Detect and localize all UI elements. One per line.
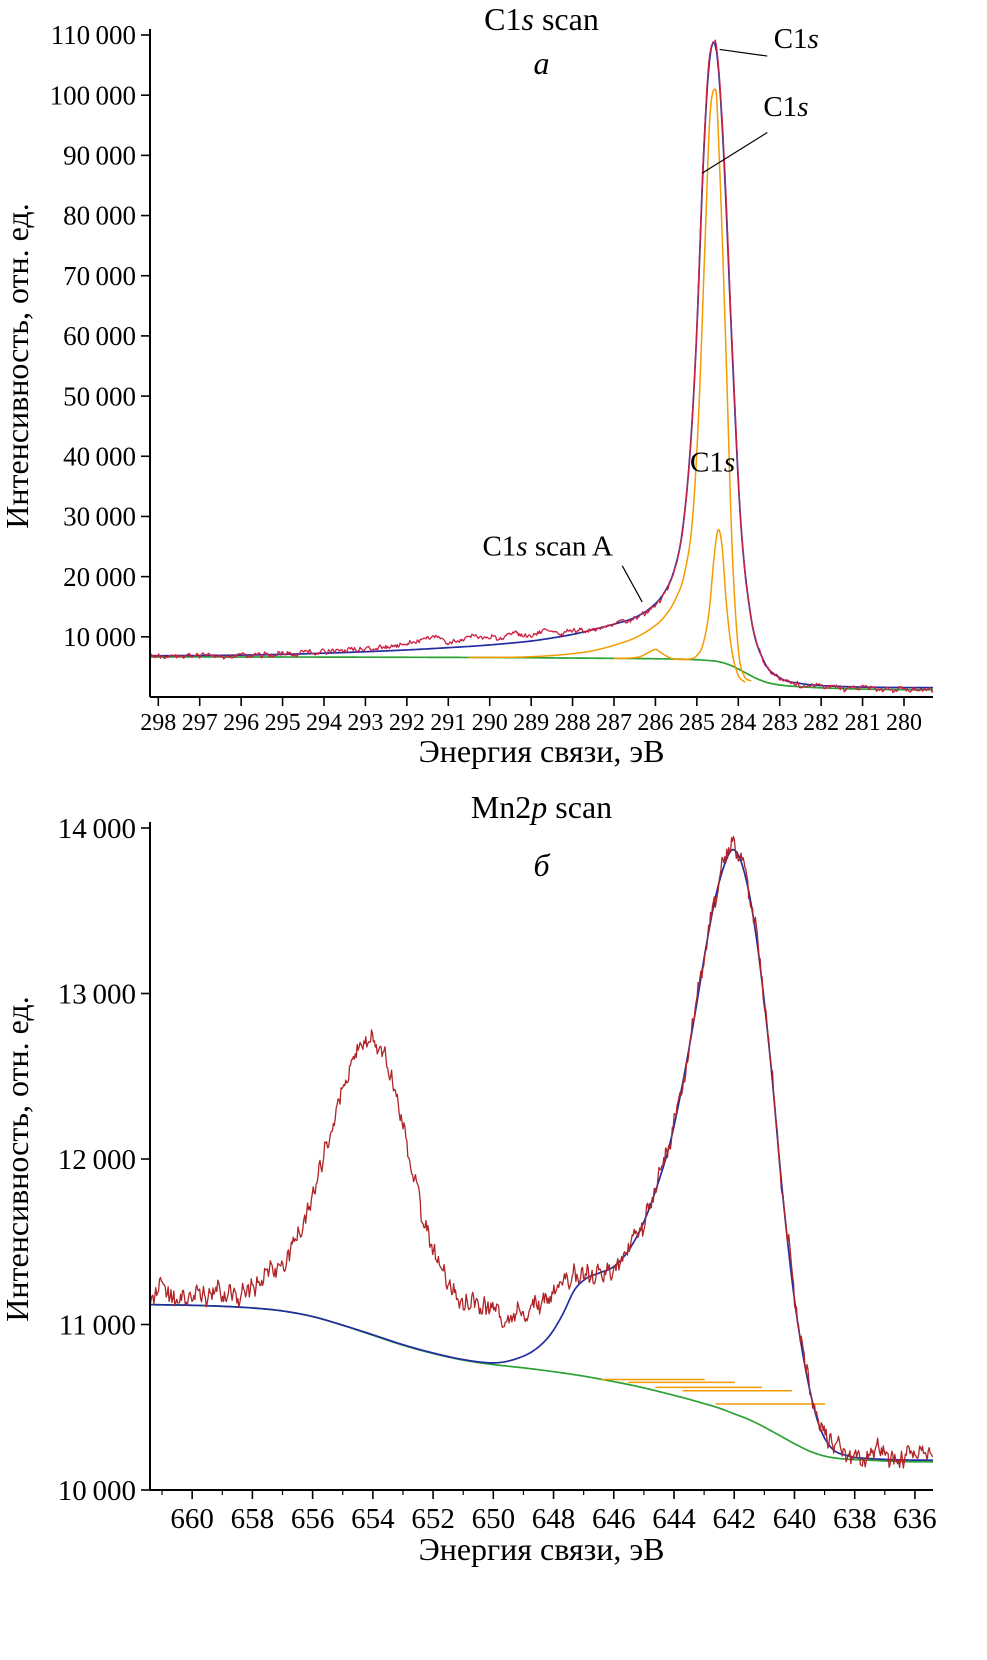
- x-tick-label: 285: [679, 710, 715, 736]
- x-tick-label: 652: [411, 1503, 455, 1535]
- y-tick-label: 50 000: [63, 381, 136, 411]
- x-tick-label: 642: [712, 1503, 756, 1535]
- y-tick-label: 40 000: [63, 441, 136, 471]
- annotation-label: C1s scan A: [482, 531, 613, 563]
- plot-area: [150, 835, 933, 1469]
- y-tick-label: 80 000: [63, 201, 136, 231]
- x-tick-label: 280: [886, 710, 922, 736]
- y-tick-label: 12 000: [58, 1144, 136, 1176]
- series-envelope: [150, 848, 933, 1462]
- mn2p-scan-figure: 660 658 656 654 652 650 648 646 644 642 640 638 636 1…: [0, 782, 987, 1660]
- annotation-label: C1s: [774, 23, 819, 55]
- x-tick-label: 295: [265, 710, 301, 736]
- c1s-chart: 298 297 296 295 294 293 292 291 290 289 288 287 286 2…: [0, 0, 987, 782]
- annotation-line: [719, 48, 768, 57]
- x-tick-label: 644: [652, 1503, 696, 1535]
- x-tick-label: 297: [182, 710, 218, 736]
- axes: 660 658 656 654 652 650 648 646 644 642 640 638 636 1…: [58, 813, 937, 1535]
- x-tick-label: 660: [170, 1503, 214, 1535]
- series-experimental: [150, 39, 933, 694]
- y-tick-label: 110 000: [51, 20, 136, 50]
- y-tick-label: 70 000: [63, 261, 136, 291]
- y-tick-label: 60 000: [63, 321, 136, 351]
- y-axis-title: Интенсивность, отн. ед.: [0, 996, 35, 1321]
- y-axis-title: Интенсивность, отн. ед.: [0, 203, 35, 528]
- x-tick-label: 640: [773, 1503, 817, 1535]
- x-tick-label: 636: [893, 1503, 937, 1535]
- series-experimental: [150, 835, 933, 1469]
- y-tick-label: 100 000: [50, 80, 136, 110]
- y-tick-label: 10 000: [58, 1475, 136, 1507]
- annotation-line: [621, 565, 643, 603]
- y-tick-label: 13 000: [58, 978, 136, 1010]
- x-tick-label: 286: [637, 710, 673, 736]
- panel-label: a: [534, 45, 550, 81]
- y-tick-label: 30 000: [63, 502, 136, 532]
- chart-title: C1s scan: [484, 1, 599, 37]
- x-tick-label: 284: [720, 710, 756, 736]
- x-tick-label: 287: [596, 710, 632, 736]
- x-tick-label: 650: [472, 1503, 516, 1535]
- x-tick-label: 294: [306, 710, 342, 736]
- axes: 298 297 296 295 294 293 292 291 290 289 288 287 286 2…: [50, 20, 933, 736]
- x-tick-label: 291: [430, 710, 466, 736]
- x-tick-label: 283: [762, 710, 798, 736]
- x-tick-label: 282: [803, 710, 839, 736]
- chart-title: Mn2p scan: [471, 789, 612, 825]
- y-tick-label: 14 000: [58, 813, 136, 845]
- y-tick-label: 11 000: [59, 1309, 136, 1341]
- y-tick-label: 20 000: [63, 562, 136, 592]
- x-tick-label: 638: [833, 1503, 877, 1535]
- x-tick-label: 293: [347, 710, 383, 736]
- x-tick-label: 646: [592, 1503, 636, 1535]
- x-tick-label: 648: [532, 1503, 576, 1535]
- series-component-286: [613, 648, 690, 661]
- x-axis-title: Энергия связи, эВ: [419, 733, 665, 769]
- x-tick-label: 296: [223, 710, 259, 736]
- series-envelope: [150, 41, 933, 689]
- x-tick-label: 656: [291, 1503, 335, 1535]
- c1s-scan-figure: 298 297 296 295 294 293 292 291 290 289 288 287 286 2…: [0, 0, 987, 782]
- annotation-label: C1s: [690, 446, 735, 478]
- series-component-284: [677, 528, 746, 683]
- annotation-line: [701, 131, 768, 174]
- x-axis-title: Энергия связи, эВ: [419, 1531, 665, 1567]
- x-tick-label: 654: [351, 1503, 395, 1535]
- panel-label: б: [533, 847, 550, 883]
- plot-area: [150, 39, 933, 694]
- x-tick-label: 289: [513, 710, 549, 736]
- series-background: [150, 1303, 933, 1463]
- annotation-label: C1s: [763, 91, 808, 123]
- mn2p-chart: 660 658 656 654 652 650 648 646 644 642 640 638 636 1…: [0, 782, 987, 1660]
- x-tick-label: 288: [555, 710, 591, 736]
- x-tick-label: 658: [231, 1503, 275, 1535]
- y-tick-label: 90 000: [63, 141, 136, 171]
- x-tick-label: 292: [389, 710, 425, 736]
- x-tick-label: 298: [140, 710, 176, 736]
- x-tick-label: 281: [845, 710, 881, 736]
- series-component-main: [468, 88, 752, 682]
- x-tick-label: 290: [472, 710, 508, 736]
- y-tick-label: 10 000: [63, 622, 136, 652]
